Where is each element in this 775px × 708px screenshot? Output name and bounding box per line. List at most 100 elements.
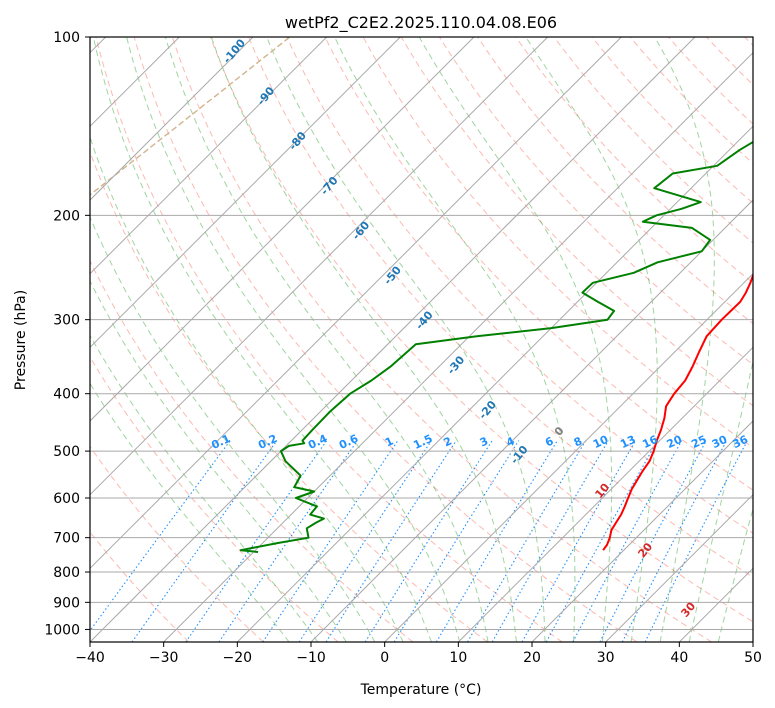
mixing-ratio-line (298, 440, 432, 642)
dry-adiabat-label: 40 (721, 659, 741, 679)
isotherm-line (310, 199, 753, 642)
moist-adiabat-line (90, 382, 290, 642)
dry-adiabat-line (171, 37, 712, 642)
dry-adiabat-line (477, 37, 753, 325)
mixing-ratio-label: 3 (478, 434, 490, 449)
moist-adiabat-line (164, 37, 489, 642)
mixing-ratio-label: 25 (689, 433, 708, 451)
dry-adiabat-line (210, 37, 753, 623)
dry-adiabat-line (744, 37, 753, 47)
mixing-ratio-line (521, 440, 637, 642)
dry-adiabat-line (629, 37, 753, 165)
dry-adiabat-label: -100 (220, 36, 248, 66)
mixing-ratio-label: 0.1 (209, 432, 232, 452)
x-axis-label: Temperature (°C) (360, 682, 482, 698)
mixing-ratio-label: 6 (543, 434, 556, 449)
x-tick-label: 20 (523, 650, 541, 666)
dry-adiabat-label: -30 (445, 353, 468, 377)
isotherm-line (163, 51, 753, 642)
x-tick-label: 50 (744, 650, 762, 666)
mixing-ratio-label: 30 (710, 433, 730, 451)
x-tick-label: −20 (223, 650, 253, 666)
isotherm-line (678, 567, 753, 642)
dry-adiabat-line (90, 259, 414, 642)
dry-adiabat-label: -90 (255, 84, 278, 108)
chart-title: wetPf2_C2E2.2025.110.04.08.E06 (285, 13, 557, 33)
moist-adiabat-line (210, 37, 517, 642)
mixing-ratio-label: 0.4 (306, 432, 329, 452)
mixing-ratio-line (467, 440, 587, 642)
isotherm-line (90, 37, 696, 642)
moist-adiabat-line (90, 334, 319, 642)
mixing-ratio-line (325, 440, 457, 642)
isotherm-line (90, 37, 254, 201)
isotherm-line (90, 37, 622, 570)
dry-adiabat-line (591, 37, 753, 204)
dry-adiabat-label: -50 (381, 263, 404, 287)
isotherm-line (605, 493, 753, 642)
x-tick-label: 10 (449, 650, 467, 666)
dry-adiabat-line (90, 445, 264, 642)
dewpoint-trace (239, 140, 753, 553)
isotherm-line (752, 641, 753, 642)
isotherm-line (457, 346, 753, 642)
y-tick-label: 100 (53, 30, 80, 46)
plot-frame (89, 36, 754, 643)
dry-adiabat-line (248, 37, 753, 578)
dry-adiabat-line (133, 37, 638, 642)
isotherm-line (90, 37, 401, 349)
dry-adiabat-label: -70 (318, 174, 341, 198)
mixing-ratio-line (90, 440, 231, 632)
dry-adiabat-label: -40 (413, 308, 436, 332)
y-tick-label: 400 (53, 387, 80, 403)
mixing-ratio-label: 13 (618, 433, 637, 451)
mixing-ratio-line (491, 440, 609, 642)
moist-adiabat-line (717, 506, 753, 642)
mixing-ratio-label: 8 (572, 434, 584, 449)
mixing-ratio-line (262, 440, 399, 642)
mixing-ratio-line (545, 440, 659, 642)
dry-adiabat-line (706, 37, 753, 86)
y-tick-label: 500 (53, 444, 80, 460)
moist-adiabat-line (525, 37, 658, 642)
x-tick-label: −30 (149, 650, 179, 666)
isotherm-line (531, 420, 753, 642)
x-tick-label: 0 (380, 650, 389, 666)
dry-adiabat-line (515, 37, 753, 284)
isotherm-line (236, 125, 753, 642)
y-tick-label: 700 (53, 531, 80, 547)
x-tick-label: 40 (670, 650, 688, 666)
moist-adiabat-line (654, 37, 715, 642)
dry-adiabat-label: 20 (635, 540, 655, 560)
dry-adiabat-line (668, 37, 753, 125)
isotherm-line (90, 37, 328, 275)
dry-adiabat-line (90, 356, 339, 642)
mixing-ratio-line (131, 440, 278, 642)
moist-adiabat-line (126, 37, 461, 642)
mixing-ratio-line (364, 440, 493, 642)
y-tick-label: 200 (53, 208, 80, 224)
y-tick-label: 600 (53, 491, 80, 507)
dry-adiabat-label: -80 (286, 129, 309, 153)
moist-adiabat-line (92, 37, 432, 642)
isotherm-line (90, 37, 475, 422)
dry-adiabat-label: 0 (552, 424, 567, 438)
y-axis-label: Pressure (hPa) (13, 290, 29, 390)
y-tick-label: 300 (53, 313, 80, 329)
mixing-ratio-label: 20 (665, 433, 685, 451)
dry-adiabat-line (324, 37, 753, 491)
x-tick-label: −40 (75, 650, 105, 666)
moist-adiabat-line (90, 135, 404, 642)
mixing-ratio-label: 1 (383, 434, 395, 449)
moist-adiabat-line (90, 215, 376, 642)
moist-adiabat-line (266, 37, 546, 642)
dry-adiabat-line (90, 150, 488, 642)
mixing-ratio-line (393, 440, 520, 642)
mixing-ratio-line (621, 440, 728, 642)
dry-adiabat-line (95, 37, 563, 642)
mixing-ratio-label: 16 (640, 433, 660, 451)
y-tick-label: 1000 (44, 622, 80, 638)
mixing-ratio-line (644, 440, 748, 642)
